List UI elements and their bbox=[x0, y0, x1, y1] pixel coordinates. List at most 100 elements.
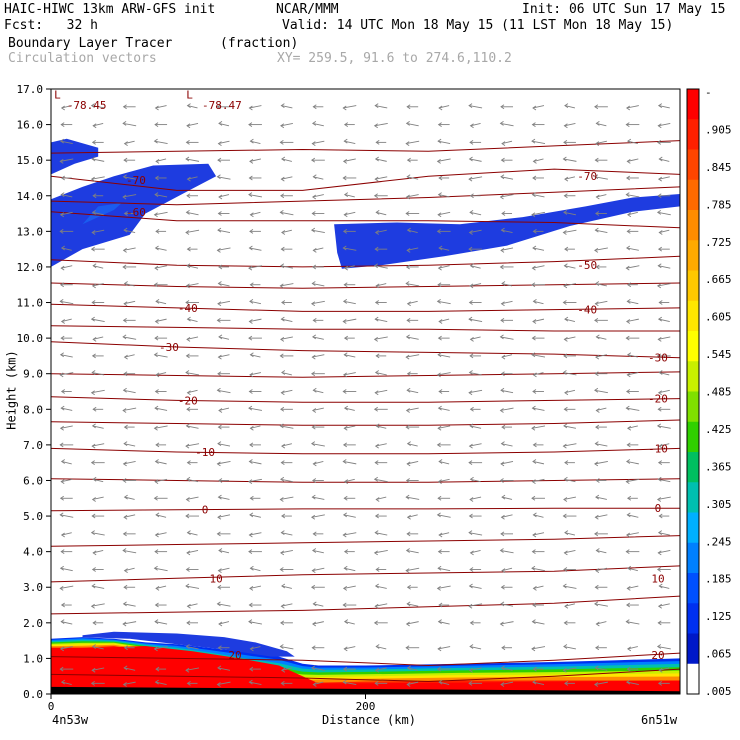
wind-vector-head bbox=[627, 425, 632, 431]
wind-vector-head bbox=[500, 601, 505, 607]
wind-vector-head bbox=[312, 548, 317, 553]
wind-vector-head bbox=[656, 567, 662, 572]
wind-vector bbox=[468, 105, 483, 109]
wind-vector bbox=[595, 354, 607, 358]
wind-vector-head bbox=[405, 478, 410, 483]
wind-vector bbox=[532, 407, 545, 411]
wind-vector-head bbox=[342, 389, 347, 394]
wind-vector-head bbox=[532, 105, 537, 111]
wind-vector-head bbox=[374, 230, 379, 235]
wind-vector bbox=[250, 211, 261, 216]
temperature-contour-minor bbox=[51, 535, 680, 547]
wind-vector-head bbox=[374, 513, 379, 519]
wind-vector bbox=[61, 461, 72, 465]
wind-vector-head bbox=[469, 140, 474, 145]
wind-vector-head bbox=[249, 212, 254, 218]
wind-vector-head bbox=[123, 281, 128, 286]
wind-vector-head bbox=[436, 298, 441, 304]
wind-vector-head bbox=[280, 390, 285, 396]
wind-vector-head bbox=[312, 334, 317, 340]
wind-vector-head bbox=[437, 192, 442, 197]
temperature-contour-minor bbox=[51, 282, 680, 289]
wind-vector-head bbox=[186, 390, 191, 396]
colorbar-frame bbox=[686, 88, 700, 695]
wind-vector-head bbox=[563, 550, 568, 556]
wind-vector bbox=[249, 585, 262, 589]
wind-vector-head bbox=[374, 460, 379, 466]
wind-vector-head bbox=[59, 159, 64, 164]
wind-vector-head bbox=[59, 666, 64, 672]
wind-vector-head bbox=[594, 682, 599, 687]
wind-vector bbox=[469, 667, 482, 671]
wind-vector-head bbox=[594, 371, 599, 377]
wind-vector bbox=[626, 105, 639, 109]
wind-vector-head bbox=[468, 246, 473, 252]
colorbar-label: .365 bbox=[705, 460, 732, 473]
wind-vector-head bbox=[375, 209, 380, 215]
wind-vector bbox=[91, 532, 105, 536]
wind-vector-head bbox=[625, 405, 630, 411]
wind-vector bbox=[344, 407, 355, 411]
wind-vector bbox=[93, 265, 104, 269]
wind-vector-head bbox=[59, 212, 64, 218]
wind-vector-head bbox=[343, 549, 349, 555]
wind-vector bbox=[563, 229, 577, 233]
wind-vector-head bbox=[500, 682, 505, 687]
wind-vector bbox=[155, 158, 167, 162]
wind-vector-head bbox=[373, 263, 378, 269]
wind-vector bbox=[312, 567, 325, 572]
wind-vector bbox=[563, 211, 577, 216]
wind-vector-head bbox=[501, 354, 506, 360]
wind-vector bbox=[438, 194, 450, 198]
wind-vector-head bbox=[625, 619, 630, 624]
wind-vector-head bbox=[90, 103, 95, 108]
wind-vector bbox=[438, 478, 450, 483]
wind-vector bbox=[218, 194, 230, 198]
wind-vector-head bbox=[469, 353, 474, 359]
wind-vector-head bbox=[123, 568, 128, 574]
wind-vector bbox=[469, 372, 482, 376]
wind-vector-head bbox=[280, 176, 285, 182]
wind-vector bbox=[250, 140, 261, 145]
wind-vector bbox=[93, 550, 104, 554]
wind-vector bbox=[343, 514, 356, 518]
wind-vector-head bbox=[468, 176, 473, 182]
wind-vector bbox=[659, 158, 670, 162]
wind-vector bbox=[187, 389, 198, 394]
wind-vector-head bbox=[500, 461, 505, 467]
wind-vector bbox=[123, 550, 137, 554]
wind-vector-head bbox=[60, 175, 65, 181]
wind-vector-head bbox=[531, 549, 536, 555]
wind-vector-head bbox=[499, 408, 504, 413]
wind-vector bbox=[61, 247, 72, 251]
wind-vector-head bbox=[437, 646, 442, 652]
wind-vector-head bbox=[531, 646, 536, 652]
temperature-contour-minor bbox=[51, 595, 680, 615]
wind-vector-head bbox=[406, 514, 411, 520]
colorbar-label: .845 bbox=[705, 161, 732, 174]
wind-vector-head bbox=[469, 567, 474, 572]
wind-vector bbox=[627, 514, 639, 518]
y-tick-label: 6.0 bbox=[23, 474, 43, 487]
wind-vector-head bbox=[218, 548, 223, 553]
wind-vector-head bbox=[531, 405, 536, 411]
wind-vector-head bbox=[342, 586, 348, 591]
wind-vector-head bbox=[564, 680, 569, 686]
wind-vector-head bbox=[91, 443, 96, 449]
wind-vector-head bbox=[469, 263, 474, 269]
wind-vector-head bbox=[532, 372, 537, 378]
wind-vector-head bbox=[405, 645, 410, 651]
wind-vector bbox=[595, 283, 607, 287]
wind-vector bbox=[406, 194, 419, 198]
wind-vector-head bbox=[91, 583, 96, 589]
wind-vector-head bbox=[154, 175, 159, 181]
wind-vector-head bbox=[563, 497, 568, 502]
wind-vector bbox=[154, 567, 168, 572]
wind-vector-head bbox=[185, 353, 190, 359]
wind-vector bbox=[437, 300, 451, 305]
wind-vector-head bbox=[59, 282, 64, 288]
wind-vector-head bbox=[123, 665, 128, 671]
wind-vector-head bbox=[312, 461, 317, 467]
wind-vector-head bbox=[248, 405, 253, 411]
wind-vector bbox=[344, 567, 356, 572]
